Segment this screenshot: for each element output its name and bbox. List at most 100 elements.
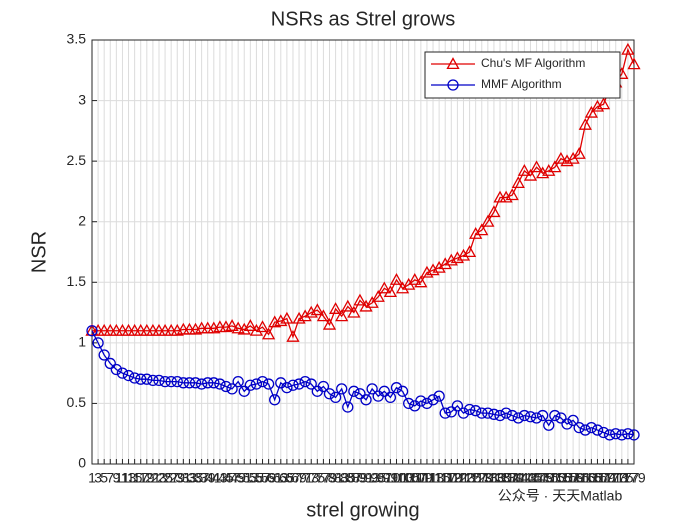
marker [323,388,336,400]
x-tick-label: 113 [422,470,445,486]
y-tick-label: 2 [78,212,86,228]
x-tick-label: 97 [377,470,393,486]
marker [438,257,452,270]
marker [573,422,585,434]
marker [328,302,343,314]
x-tick-label: 63 [273,470,289,486]
marker [511,176,525,188]
x-tick-label: 135 [488,470,512,486]
y-tick-label: 1 [78,334,86,350]
marker [543,419,555,431]
marker [475,223,489,236]
y-tick-label: 0.5 [67,394,87,410]
marker [603,429,616,441]
marker [299,375,311,388]
marker [389,273,404,285]
x-tick-label: 11 [115,470,130,486]
marker [360,394,372,406]
marker [590,99,605,112]
marker [237,322,251,335]
x-tick-label: 151 [537,470,561,486]
x-tick-label: 173 [604,470,628,486]
marker [256,375,269,388]
marker [316,309,331,322]
marker [153,374,165,387]
x-tick-label: 31 [176,470,192,486]
marker [414,275,428,288]
x-tick-label: 165 [580,470,604,486]
marker [537,409,549,422]
marker [439,407,451,419]
series-line [92,47,635,339]
marker [524,411,537,423]
x-tick-label: 57 [255,470,271,486]
x-tick-label: 89 [352,470,368,486]
marker [365,296,379,308]
marker [183,377,196,389]
chart-title: NSRs as Strel grows [271,8,456,30]
marker [482,407,494,419]
x-tick-label: 17 [133,470,149,486]
x-tick-label: 7 [106,470,114,486]
x-tick-label: 73 [303,470,319,486]
marker [122,369,135,382]
marker [420,265,434,278]
x-tick-label: 91 [358,470,374,486]
marker [147,374,159,387]
marker [476,407,488,419]
marker [249,323,264,336]
x-tick-label: 15 [127,470,143,486]
x-tick-label: 177 [616,470,640,486]
marker [585,422,598,434]
x-tick-label: 49 [230,470,246,486]
marker [494,409,506,422]
marker [506,409,518,422]
marker [432,260,446,273]
y-tick-label: 3 [78,91,86,107]
x-tick-label: 159 [561,470,585,486]
marker [487,205,501,218]
marker [226,383,238,395]
x-tick-label: 115 [428,470,451,486]
marker [243,319,257,331]
marker [426,263,440,276]
y-tick-label: 3.5 [67,31,87,47]
marker [529,160,544,173]
marker [390,382,403,394]
marker [220,380,232,393]
marker [287,379,299,391]
x-tick-label: 157 [555,470,579,486]
marker [189,377,202,389]
marker [469,226,483,239]
marker [470,405,482,417]
x-tick-label: 117 [434,470,457,486]
marker [341,299,355,312]
x-tick-label: 19 [139,470,155,486]
marker [395,281,410,294]
watermark: 公众号 · 天天Matlab [498,488,623,504]
legend-marker [447,79,459,91]
x-tick-label: 13 [121,470,137,486]
marker [572,147,586,159]
marker [347,305,361,318]
marker [135,373,147,385]
marker [110,363,123,376]
x-tick-label: 67 [285,470,301,486]
marker [445,406,457,418]
marker [567,414,579,427]
x-tick-label: 87 [346,470,362,486]
marker [555,412,567,424]
x-tick-label: 33 [182,470,198,486]
marker [499,190,513,203]
marker [274,314,288,327]
marker [86,325,98,337]
x-tick-label: 179 [622,470,646,486]
marker [616,429,628,441]
marker [578,117,592,130]
y-tick-label: 0 [78,455,86,471]
marker [322,317,337,330]
x-tick-label: 141 [507,470,531,486]
x-tick-label: 163 [574,470,598,486]
marker [457,407,470,419]
